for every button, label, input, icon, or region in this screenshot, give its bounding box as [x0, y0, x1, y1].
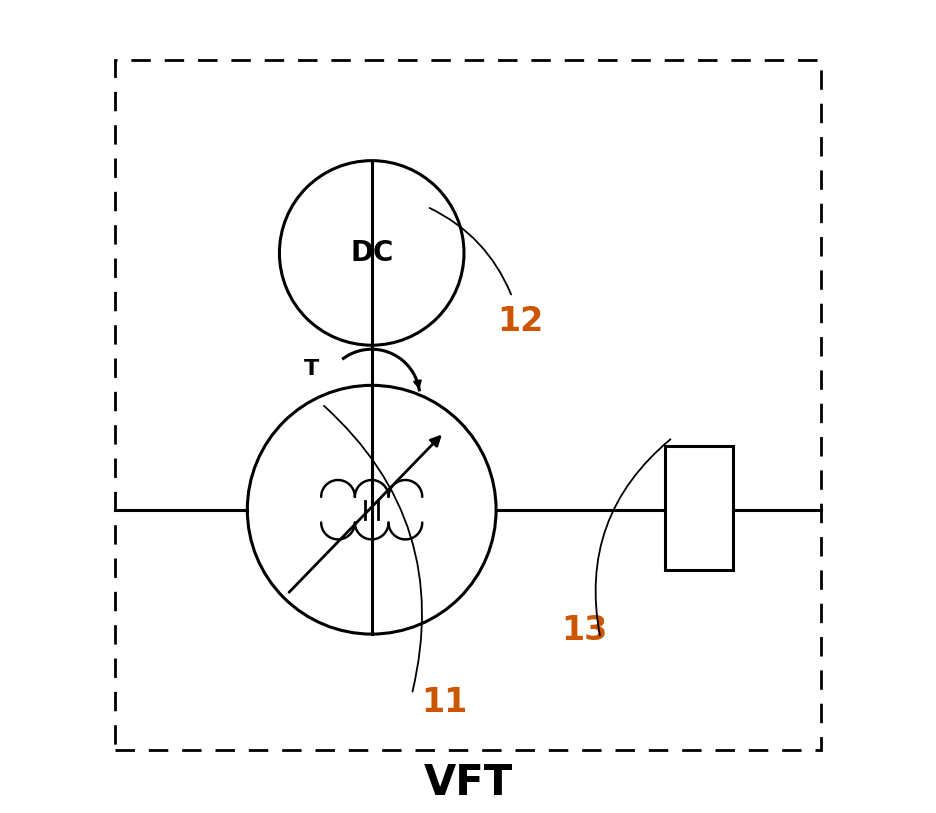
Text: 11: 11	[421, 686, 467, 719]
Text: VFT: VFT	[423, 762, 513, 803]
Text: 13: 13	[562, 614, 607, 646]
Text: DC: DC	[350, 239, 393, 267]
Text: T: T	[304, 359, 319, 380]
Text: 12: 12	[497, 305, 543, 337]
Bar	[665, 446, 733, 570]
